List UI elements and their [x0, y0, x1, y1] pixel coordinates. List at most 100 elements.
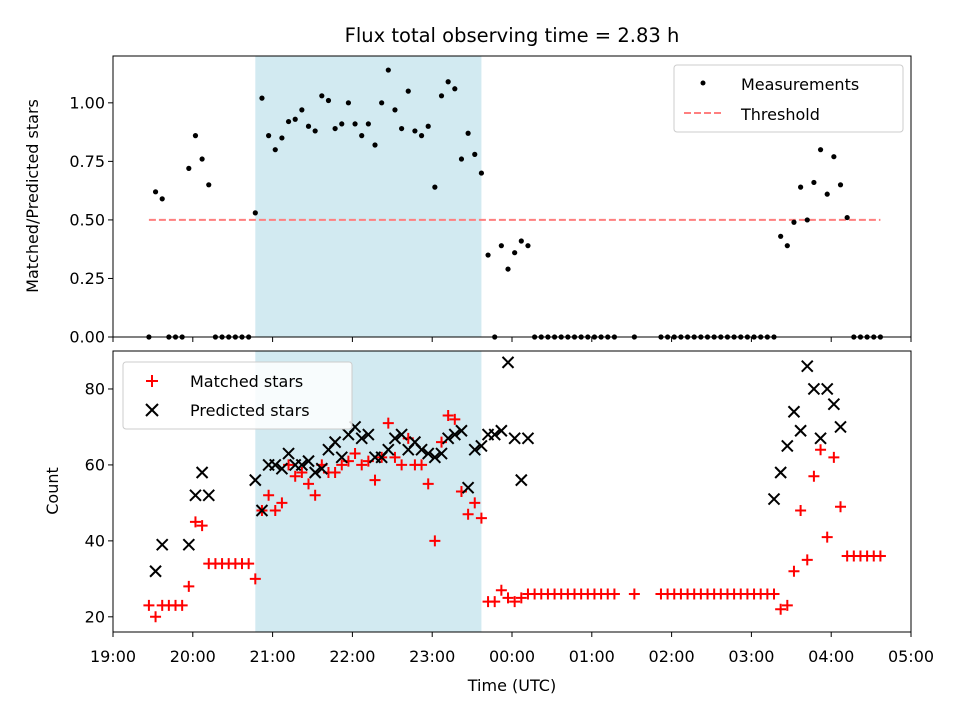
bottom-points-layer [143, 356, 886, 623]
matched-star-point [462, 508, 474, 520]
measurement-point [778, 233, 784, 239]
matched-star-point [788, 565, 800, 577]
y-tick-label: 40 [85, 531, 105, 550]
measurement-point [385, 67, 391, 73]
predicted-star-point [415, 443, 428, 456]
matched-star-point [469, 497, 481, 509]
legend-threshold-label: Threshold [740, 105, 820, 124]
matched-star-point [150, 611, 162, 623]
matched-star-point [835, 501, 847, 513]
x-tick-label: 20:00 [170, 647, 216, 666]
matched-star-point [775, 603, 787, 615]
bottom-legend: Matched stars Predicted stars [122, 361, 353, 430]
measurement-point [804, 217, 810, 223]
predicted-star-point [422, 447, 435, 460]
bottom-panel: 20 40 60 80 19:00 20:00 21:00 22:00 23:00 00:00 0… [43, 350, 934, 695]
measurement-point [418, 133, 425, 139]
predicted-star-point [515, 473, 528, 487]
measurement-point [844, 214, 850, 221]
measurement-point [365, 121, 371, 127]
y-tick-label: 20 [85, 607, 105, 626]
x-tick-label: 04:00 [808, 647, 854, 666]
legend-predicted-marker [145, 403, 159, 417]
measurement-point [399, 125, 405, 132]
y-tick-label: 0.50 [69, 210, 105, 229]
predicted-star-point [249, 473, 262, 487]
matched-star-point [309, 489, 321, 501]
predicted-star-point [488, 428, 501, 441]
predicted-star-point [521, 432, 535, 445]
predicted-star-point [335, 451, 348, 464]
matched-star-point [416, 459, 428, 471]
predicted-star-point [308, 466, 322, 479]
predicted-star-point [182, 538, 196, 551]
top-y-axis: 0.00 0.25 0.50 0.75 1.00 [69, 93, 113, 347]
predicted-star-point [774, 466, 787, 479]
measurement-point [784, 243, 790, 249]
measurement-point [206, 182, 212, 188]
measurement-point [432, 184, 438, 190]
measurement-point [791, 219, 797, 225]
legend-matched-label: Matched stars [190, 372, 303, 391]
measurement-point [798, 184, 804, 190]
bottom-legend-box [122, 361, 353, 430]
y-tick-label: 1.00 [69, 93, 105, 112]
matched-star-point [795, 504, 807, 516]
predicted-star-point [827, 397, 841, 411]
matched-star-point [303, 478, 315, 490]
measurement-point [525, 243, 531, 249]
bottom-y-axis-label: Count [43, 467, 62, 515]
y-tick-label: 0.00 [69, 328, 105, 347]
predicted-star-point [441, 432, 455, 445]
predicted-star-point [781, 439, 794, 453]
measurement-point [279, 135, 285, 141]
matched-star-point [243, 558, 255, 570]
measurement-point [425, 123, 431, 129]
predicted-star-point [388, 432, 402, 445]
x-tick-label: 21:00 [250, 647, 296, 666]
matched-star-point [249, 573, 261, 585]
top-panel: 0.00 0.25 0.50 0.75 1.00 Matched/Predicted s… [23, 55, 912, 347]
predicted-star-point [275, 462, 289, 475]
measurement-point [192, 133, 199, 139]
matched-star-point [442, 410, 454, 422]
measurement-point [465, 130, 471, 136]
matched-star-point [429, 535, 441, 547]
predicted-star-point [315, 462, 329, 475]
matched-star-point [815, 444, 827, 456]
y-tick-label: 60 [85, 455, 105, 474]
bottom-plot-frame [112, 350, 912, 633]
matched-star-point [495, 584, 507, 596]
x-tick-label: 03:00 [728, 647, 774, 666]
measurement-point [305, 123, 312, 129]
measurement-point [379, 100, 385, 106]
measurement-point [339, 121, 345, 127]
measurement-point [498, 243, 504, 249]
predicted-star-point [821, 382, 834, 396]
measurement-point [345, 100, 352, 106]
predicted-star-point [282, 447, 295, 460]
measurement-point [405, 88, 411, 94]
legend-predicted-label: Predicted stars [190, 401, 310, 420]
matched-star-point [336, 459, 348, 471]
measurement-point [186, 165, 192, 171]
predicted-star-point [382, 443, 395, 456]
measurement-point [811, 179, 817, 186]
predicted-star-point [807, 382, 821, 396]
predicted-star-point [255, 504, 269, 517]
matched-star-point [176, 599, 188, 611]
predicted-star-point [801, 359, 814, 373]
matched-star-point [828, 451, 840, 463]
matched-star-point [263, 489, 275, 501]
predicted-star-point [767, 492, 781, 506]
top-x-ticks [112, 337, 912, 342]
predicted-star-point [834, 420, 847, 434]
measurement-point [159, 196, 165, 202]
predicted-star-point [355, 432, 368, 445]
measurement-point [472, 151, 478, 157]
measurement-point [352, 121, 358, 127]
bottom-y-axis: 20 40 60 80 [85, 379, 113, 626]
measurement-point [837, 182, 844, 188]
measurement-point [372, 142, 378, 148]
